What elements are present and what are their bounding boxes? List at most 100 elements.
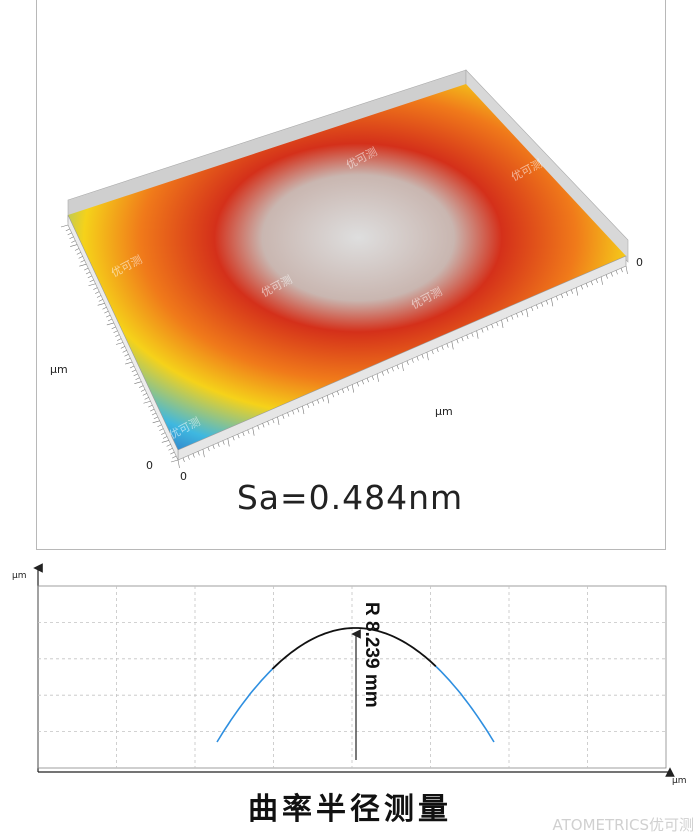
front-tick (356, 382, 359, 387)
front-tick (605, 274, 608, 279)
front-tick (182, 457, 185, 462)
left-tick (168, 447, 173, 451)
profile-curves (216, 627, 495, 743)
front-tick (446, 343, 449, 348)
left-tick (84, 267, 89, 271)
left-tick (89, 279, 94, 283)
left-tick (111, 326, 116, 330)
front-tick (242, 431, 245, 437)
left-tick (135, 377, 140, 381)
front-tick (461, 337, 464, 342)
front-tick (401, 362, 404, 372)
left-tick (95, 291, 100, 294)
front-tick (570, 289, 574, 294)
surface-y-unit: µm (50, 363, 68, 376)
front-tick (192, 453, 195, 458)
front-tick (267, 421, 270, 426)
front-tick (332, 393, 335, 398)
front-tick (337, 390, 340, 396)
front-tick (481, 328, 484, 333)
front-tick (585, 283, 588, 288)
front-tick (197, 451, 200, 456)
front-tick (551, 298, 554, 307)
front-tick (322, 397, 325, 402)
front-tick (386, 369, 389, 374)
front-tick (232, 436, 235, 441)
radius-label: R 8.239 mm (361, 602, 382, 708)
left-tick (157, 424, 162, 428)
front-tick (187, 455, 190, 460)
left-tick (76, 252, 81, 255)
left-tick (117, 338, 122, 341)
front-tick (371, 375, 374, 381)
front-tick (257, 425, 260, 430)
front-tick (411, 358, 414, 363)
front-tick (590, 280, 593, 286)
surface-x-unit: µm (435, 405, 453, 418)
left-tick (166, 444, 171, 447)
left-tick (67, 232, 72, 236)
front-tick (406, 360, 409, 365)
left-tick (93, 287, 98, 290)
left-tick (70, 244, 78, 247)
left-tick (170, 459, 179, 463)
left-tick (144, 397, 149, 400)
front-tick (361, 380, 364, 385)
surface-origin-right: 0 (180, 470, 187, 483)
front-tick (207, 446, 210, 452)
front-tick (247, 429, 250, 434)
front-tick (541, 302, 544, 307)
right-wall (465, 69, 629, 263)
left-tick (170, 451, 175, 455)
front-tick (307, 403, 310, 409)
left-tick (106, 322, 114, 326)
front-tick (610, 272, 613, 277)
front-tick (376, 373, 379, 382)
front-tick (476, 330, 479, 339)
left-tick (85, 271, 91, 275)
front-tick (561, 293, 564, 299)
profile-fit-curve (271, 627, 437, 670)
left-tick (107, 318, 113, 322)
front-tick (521, 311, 524, 316)
front-tick (327, 395, 330, 404)
front-tick (565, 291, 569, 296)
left-tick (161, 440, 169, 443)
left-tick (71, 240, 76, 243)
left-tick (106, 314, 111, 318)
left-tick (139, 385, 144, 388)
left-tick (104, 310, 109, 314)
surface-origin-left: 0 (146, 459, 153, 472)
left-tick (133, 373, 138, 377)
roughness-label: Sa=0.484nm (236, 478, 464, 517)
footer-watermark: ATOMETRICS优可测 (552, 816, 695, 834)
front-tick (237, 434, 240, 439)
front-tick (391, 367, 394, 372)
left-tick (151, 412, 157, 416)
left-tick (143, 400, 151, 404)
left-tick (79, 263, 87, 267)
left-tick (140, 389, 146, 392)
front-tick (396, 365, 399, 370)
front-tick (526, 309, 529, 318)
surface-mesh (68, 84, 626, 450)
left-tick (120, 346, 125, 349)
front-tick (471, 332, 474, 337)
left-tick (97, 303, 105, 306)
front-tick (426, 352, 429, 361)
front-tick (491, 324, 494, 329)
front-tick (227, 438, 230, 447)
front-tick (177, 459, 180, 469)
front-tick (506, 317, 509, 322)
left-tick (113, 330, 118, 334)
profile-data-curve-right (432, 663, 495, 743)
front-tick (546, 300, 549, 305)
profile-x-unit: µm (672, 776, 687, 786)
front-tick (575, 287, 579, 296)
front-tick (600, 276, 603, 285)
left-tick (98, 299, 103, 302)
left-tick (69, 236, 74, 240)
front-tick (297, 408, 300, 413)
front-tick (436, 347, 439, 353)
